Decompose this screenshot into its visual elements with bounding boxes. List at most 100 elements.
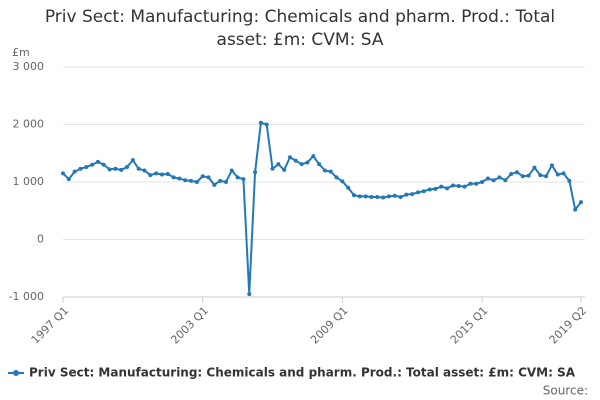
- point: [485, 176, 490, 181]
- point: [334, 175, 339, 180]
- point: [194, 180, 199, 184]
- point: [66, 177, 71, 182]
- x-tick-label: 2009 Q1: [308, 304, 351, 347]
- y-tick-label: -1 000: [9, 290, 44, 303]
- point: [579, 200, 583, 205]
- x-tick-label: 2019 Q2: [547, 304, 590, 347]
- point: [142, 168, 147, 173]
- point: [90, 162, 95, 167]
- point: [497, 175, 502, 180]
- point: [421, 189, 426, 194]
- point: [253, 170, 258, 175]
- chart-title: Priv Sect: Manufacturing: Chemicals and …: [44, 7, 556, 50]
- point: [514, 170, 519, 175]
- point: [218, 178, 223, 183]
- point: [567, 178, 572, 183]
- point: [165, 171, 170, 176]
- point: [538, 173, 543, 178]
- point: [450, 183, 455, 188]
- point: [101, 162, 106, 167]
- point: [241, 177, 246, 182]
- point: [264, 122, 269, 127]
- point: [439, 184, 444, 189]
- y-tick-label: 2 000: [13, 118, 45, 131]
- source: Source:: [543, 384, 588, 398]
- point: [328, 169, 333, 174]
- point: [322, 168, 327, 173]
- point: [386, 194, 391, 199]
- point: [212, 182, 217, 187]
- point: [573, 207, 578, 212]
- point: [72, 169, 77, 174]
- point: [223, 180, 228, 184]
- point: [404, 192, 409, 197]
- point: [375, 194, 380, 199]
- x-tick-label: 2015 Q1: [448, 304, 491, 347]
- point: [235, 175, 240, 180]
- point: [509, 171, 514, 176]
- y-tick-label: 0: [37, 233, 44, 246]
- point: [130, 158, 135, 163]
- point: [544, 174, 549, 179]
- point: [299, 162, 304, 167]
- point: [305, 160, 310, 165]
- y-tick-label: 3 000: [13, 60, 45, 73]
- point: [468, 181, 473, 186]
- point: [206, 175, 211, 180]
- point: [392, 193, 397, 198]
- point: [503, 178, 508, 183]
- point: [480, 180, 485, 184]
- point: [398, 194, 403, 199]
- y-unit: £m: [12, 46, 30, 59]
- point: [555, 172, 560, 177]
- point: [125, 165, 130, 170]
- point: [352, 193, 357, 198]
- point: [410, 192, 415, 197]
- point: [229, 168, 234, 173]
- point: [445, 186, 450, 191]
- point: [148, 173, 153, 178]
- point: [154, 171, 159, 176]
- legend-label: Priv Sect: Manufacturing: Chemicals and …: [29, 366, 576, 380]
- point: [340, 179, 345, 184]
- point: [520, 174, 525, 179]
- point: [357, 194, 362, 199]
- point: [113, 166, 118, 171]
- point: [84, 165, 89, 170]
- point: [416, 190, 421, 195]
- point: [491, 178, 496, 183]
- point: [381, 195, 386, 200]
- point: [561, 171, 566, 176]
- point: [346, 185, 351, 190]
- point: [61, 171, 65, 176]
- point: [532, 165, 537, 170]
- point: [276, 162, 281, 167]
- point: [200, 174, 205, 179]
- point: [363, 194, 368, 199]
- point: [189, 178, 194, 183]
- point: [427, 187, 432, 192]
- point: [270, 166, 275, 171]
- point: [549, 163, 554, 168]
- x-tick-label: 1997 Q1: [29, 304, 72, 347]
- point: [474, 181, 479, 186]
- point: [258, 120, 263, 125]
- y-tick-label: 1 000: [13, 175, 45, 188]
- point: [183, 178, 188, 183]
- point: [171, 175, 176, 180]
- point: [119, 167, 124, 172]
- point: [95, 159, 100, 164]
- point: [433, 186, 438, 191]
- point: [107, 167, 112, 172]
- point: [456, 184, 461, 189]
- series-line: [62, 121, 582, 295]
- point: [293, 158, 298, 163]
- x-tick-label: 2003 Q1: [168, 304, 211, 347]
- legend-symbol-dot: [13, 370, 19, 376]
- point: [311, 154, 316, 159]
- point: [159, 172, 164, 177]
- point: [247, 292, 252, 297]
- point: [462, 184, 467, 189]
